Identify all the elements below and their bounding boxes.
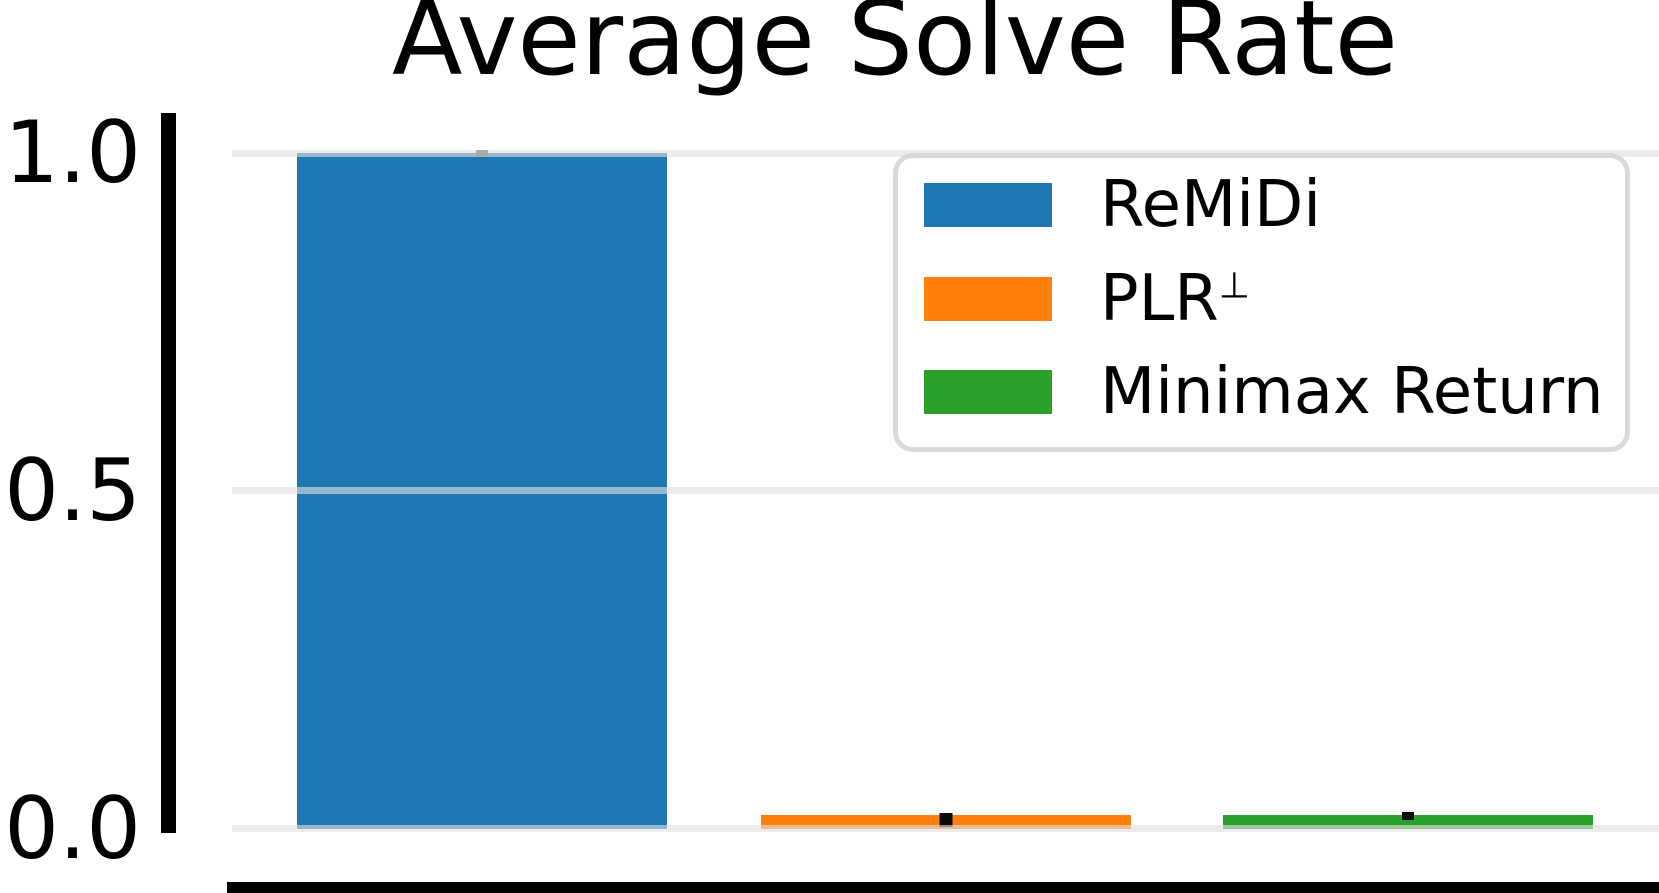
gridline-0-0 <box>232 825 1659 832</box>
error-bar-plr-perp <box>939 813 953 827</box>
legend-label-plr-perp: PLR⊥ <box>1100 267 1250 331</box>
legend-swatch-plr-perp <box>924 277 1052 321</box>
legend-label-text: PLR <box>1100 262 1219 336</box>
ytick-label-1-0: 1.0 <box>4 103 141 203</box>
legend-swatch-remidi <box>924 183 1052 227</box>
chart-title: Average Solve Rate <box>392 0 1398 99</box>
ytick-label-0-5: 0.5 <box>4 441 141 541</box>
y-axis-spine <box>161 113 176 833</box>
error-bar-minimax-return <box>1402 812 1414 820</box>
x-axis-spine <box>227 882 1659 893</box>
gridline-0-5 <box>232 487 1659 494</box>
ytick-label-0-0: 0.0 <box>4 779 141 879</box>
legend-swatch-minimax-return <box>924 370 1052 414</box>
legend: ReMiDi PLR⊥ Minimax Return <box>893 153 1630 452</box>
legend-label-sup: ⊥ <box>1218 265 1250 307</box>
legend-label-remidi: ReMiDi <box>1100 173 1321 237</box>
legend-label-minimax-return: Minimax Return <box>1100 360 1604 424</box>
legend-label-text: ReMiDi <box>1100 168 1322 242</box>
legend-label-text: Minimax Return <box>1100 355 1604 429</box>
